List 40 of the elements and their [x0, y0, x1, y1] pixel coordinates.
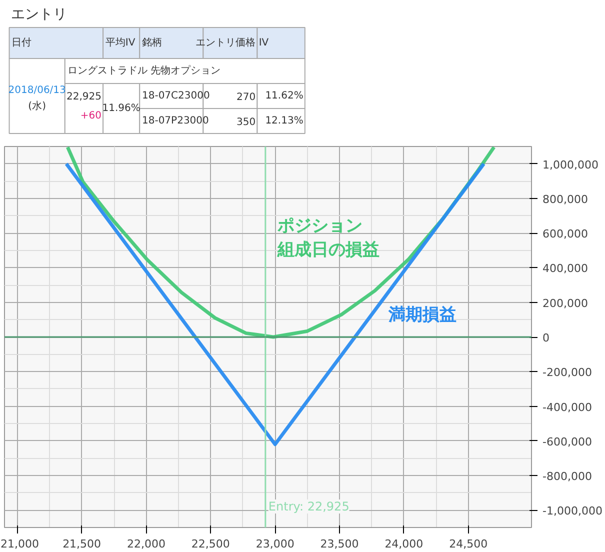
y-tick-label: -1,000,000 [542, 504, 602, 518]
text: 12.13% [265, 116, 304, 126]
text: 11.62% [265, 90, 304, 102]
text: +60 [80, 110, 102, 122]
series-label: 満期損益 [387, 304, 456, 325]
text: (水) [28, 100, 46, 112]
text: 平均IV [105, 36, 136, 48]
x-tick-label: 21,500 [62, 538, 102, 550]
ref-line-label: Entry: 22,925 [268, 500, 350, 514]
x-tick-label: 23,000 [256, 538, 294, 550]
y-tick-label: 0 [542, 332, 550, 344]
text: 22,925 [66, 92, 102, 102]
series-label: ポジション組成日の損益 [276, 216, 380, 260]
y-tick-label: 200,000 [542, 296, 588, 310]
text: 11.96% [102, 103, 140, 114]
x-tick-label: 22,500 [191, 538, 230, 550]
text: 18-07C23000 [142, 90, 210, 102]
y-tick-label: 600,000 [542, 228, 588, 241]
y-tick-label: -600,000 [542, 435, 592, 448]
text: ロングストラドル 先物オプション [67, 64, 220, 76]
text: 18-07P23000 [142, 116, 209, 126]
text: IV [258, 38, 269, 48]
x-tick-label: 24,500 [449, 538, 488, 550]
x-tick-label: 24,000 [384, 538, 424, 550]
text: 350 [236, 117, 256, 128]
y-tick-label: -200,000 [542, 366, 592, 380]
x-tick-label: 21,000 [0, 538, 39, 550]
text: エントリ価格 [196, 36, 256, 48]
y-tick-label: 800,000 [542, 192, 588, 206]
y-tick-label: 400,000 [542, 262, 588, 276]
y-tick-label: 1,000,000 [542, 158, 598, 172]
text: 270 [236, 92, 256, 103]
text: 銘柄 [142, 36, 162, 48]
y-tick-label: -800,000 [542, 470, 592, 484]
text: 2018/06/13 [8, 85, 66, 96]
x-tick-label: 23,500 [320, 538, 359, 550]
x-tick-label: 22,000 [126, 538, 166, 550]
text: 日付 [12, 38, 32, 48]
text: エントリ [10, 6, 67, 22]
y-tick-label: -400,000 [542, 400, 592, 414]
